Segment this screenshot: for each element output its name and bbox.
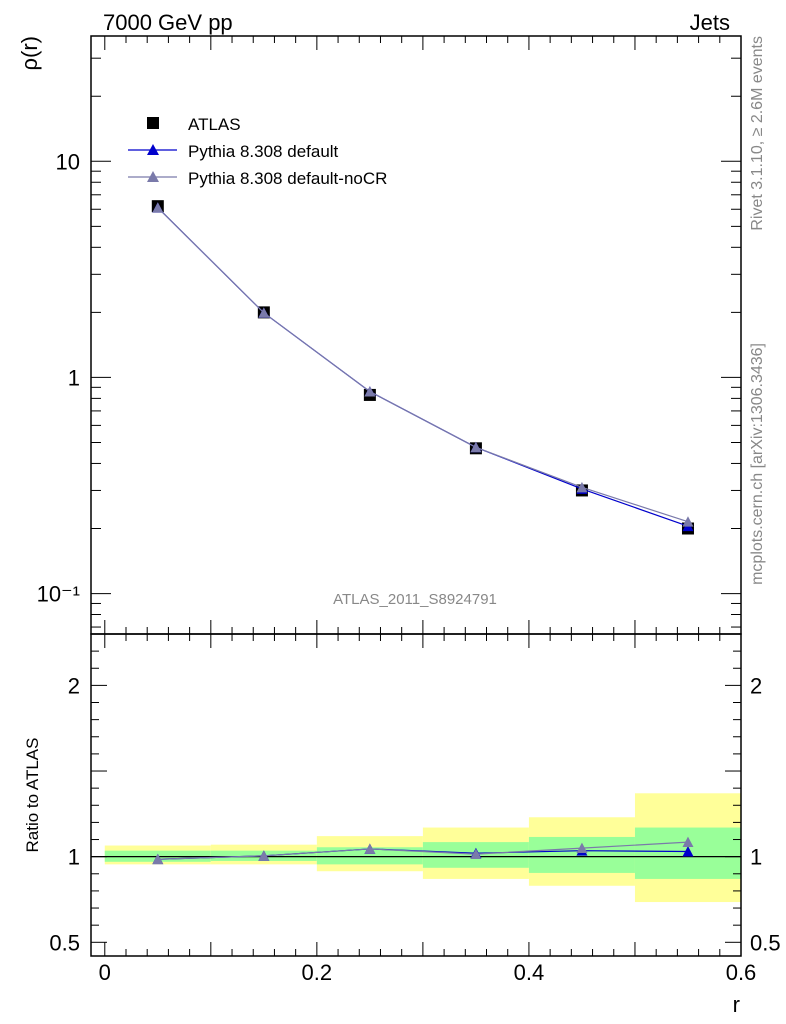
header-left: 7000 GeV pp	[103, 10, 233, 35]
ratio-point-1	[258, 850, 270, 861]
ratio-y-tick-label-left: 0.5	[49, 930, 80, 955]
ratio-point-1	[576, 842, 588, 854]
mc-point-1	[576, 481, 588, 493]
ratio-point-0	[682, 846, 694, 857]
legend-label-nocr: Pythia 8.308 default-noCR	[188, 169, 387, 188]
main-y-tick-label: 10	[56, 149, 80, 174]
x-tick-label: 0.4	[514, 960, 545, 985]
mc-line-1	[157, 207, 689, 523]
x-axis-label: r	[733, 992, 740, 1017]
ratio-bands	[91, 793, 741, 903]
legend-label-default: Pythia 8.308 default	[188, 142, 339, 161]
mc-point-1	[470, 441, 482, 453]
ratio-point-1	[470, 848, 482, 860]
header-right: Jets	[690, 10, 730, 35]
mc-point-1	[364, 386, 376, 397]
x-tick-label: 0.6	[726, 960, 757, 985]
ratio-ylabel: Ratio to ATLAS	[23, 738, 42, 853]
mcplots-label: mcplots.cern.ch [arXiv:1306.3436]	[749, 343, 766, 585]
x-tick-label: 0	[99, 960, 111, 985]
main-y-tick-label: 1	[68, 365, 80, 390]
mc-line-0	[157, 207, 689, 527]
ratio-point-1	[682, 836, 694, 848]
ratio-point-1	[364, 843, 376, 854]
mc-point-1	[258, 307, 270, 318]
ratio-line-1	[157, 841, 689, 860]
legend: ATLAS Pythia 8.308 default Pythia 8.308 …	[128, 115, 387, 188]
x-tick-label: 0.2	[302, 960, 333, 985]
ratio-panel-frame	[90, 633, 742, 957]
legend-marker-atlas	[147, 117, 159, 129]
ratio-y-tick-label-left: 1	[68, 845, 80, 870]
main-ylabel: ρ(r)	[17, 36, 42, 71]
ratio-point-1	[152, 853, 164, 865]
axis-tick-labels: 0 0.2 0.4 0.6 10⁻¹ 1 10 0.5 0.5 1 1 2 2	[37, 149, 781, 985]
main-series	[151, 200, 694, 535]
legend-marker-default	[147, 144, 159, 155]
mc-point-1	[152, 202, 164, 213]
ratio-y-tick-label-right: 1	[750, 845, 762, 870]
axis-ticks	[91, 36, 742, 956]
rivet-label: Rivet 3.1.10, ≥ 2.6M events	[749, 36, 766, 231]
ratio-y-tick-label-right: 0.5	[750, 930, 781, 955]
main-y-tick-label: 10⁻¹	[37, 582, 80, 607]
ratio-y-tick-label-right: 2	[750, 673, 762, 698]
analysis-watermark: ATLAS_2011_S8924791	[333, 591, 497, 608]
ratio-y-tick-label-left: 2	[68, 673, 80, 698]
stat-band-bin	[316, 847, 423, 865]
ratio-series	[152, 836, 694, 865]
legend-label-atlas: ATLAS	[188, 115, 241, 134]
mc-point-1	[682, 516, 694, 527]
legend-marker-nocr	[147, 171, 159, 182]
